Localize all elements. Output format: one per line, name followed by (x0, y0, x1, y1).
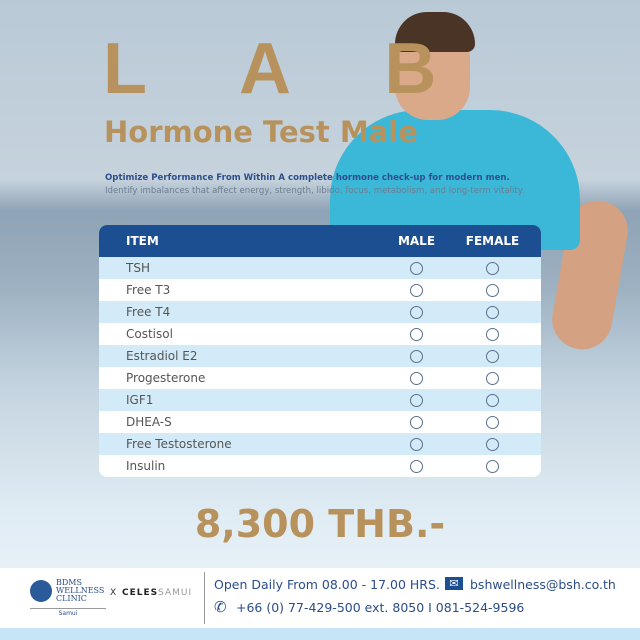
phone-icon: ✆ (214, 598, 227, 616)
female-circle-cell (444, 459, 541, 473)
table-row: Free Testosterone (99, 433, 541, 455)
footer (0, 568, 640, 628)
table-row: TSH (99, 257, 541, 279)
row-item: Costisol (126, 327, 173, 341)
female-circle-icon (486, 416, 499, 429)
male-circle-icon (410, 416, 423, 429)
male-circle-cell (389, 349, 444, 363)
female-circle-icon (486, 460, 499, 473)
table-row: Free T4 (99, 301, 541, 323)
price: 8,300 THB.- (194, 502, 446, 546)
male-circle-cell (389, 459, 444, 473)
samui-logo-text: Samui (30, 608, 106, 617)
table-row: Costisol (99, 323, 541, 345)
male-circle-icon (410, 262, 423, 275)
table-row: DHEA-S (99, 411, 541, 433)
row-item: DHEA-S (126, 415, 172, 429)
male-circle-icon (410, 328, 423, 341)
male-circle-icon (410, 284, 423, 297)
celes-light: SAMUI (158, 588, 193, 598)
header-female: FEMALE (465, 234, 520, 248)
row-item: Progesterone (126, 371, 206, 385)
female-circle-cell (444, 327, 541, 341)
male-circle-icon (410, 460, 423, 473)
table-row: Estradiol E2 (99, 345, 541, 367)
male-circle-cell (389, 393, 444, 407)
male-circle-cell (389, 283, 444, 297)
description: Identify imbalances that affect energy, … (105, 186, 525, 196)
row-item: TSH (126, 261, 150, 275)
row-item: IGF1 (126, 393, 154, 407)
celes-samui-logo: CELESSAMUI (122, 588, 192, 598)
female-circle-icon (486, 438, 499, 451)
mail-icon: ✉ (445, 577, 463, 590)
male-circle-icon (410, 306, 423, 319)
female-circle-cell (444, 371, 541, 385)
female-circle-icon (486, 306, 499, 319)
female-circle-cell (444, 261, 541, 275)
male-circle-cell (389, 305, 444, 319)
female-circle-cell (444, 305, 541, 319)
row-item: Estradiol E2 (126, 349, 198, 363)
female-circle-cell (444, 415, 541, 429)
female-circle-icon (486, 394, 499, 407)
female-circle-icon (486, 284, 499, 297)
male-circle-cell (389, 371, 444, 385)
male-circle-cell (389, 261, 444, 275)
female-circle-icon (486, 372, 499, 385)
female-circle-icon (486, 350, 499, 363)
footer-strip (0, 628, 640, 640)
female-circle-cell (444, 283, 541, 297)
divider (204, 572, 205, 624)
table-row: Progesterone (99, 367, 541, 389)
tagline: Optimize Performance From Within A compl… (105, 173, 510, 183)
table-row: Insulin (99, 455, 541, 477)
collab-x: X (110, 588, 117, 598)
female-circle-cell (444, 393, 541, 407)
title: L A B (103, 29, 475, 109)
email-link[interactable]: bshwellness@bsh.co.th (470, 577, 616, 592)
opening-hours: Open Daily From 08.00 - 17.00 HRS. (214, 577, 440, 592)
table-header: ITEM MALE FEMALE (99, 225, 541, 257)
row-item: Free T4 (126, 305, 171, 319)
tree-logo-icon (30, 580, 52, 602)
male-circle-cell (389, 327, 444, 341)
female-circle-cell (444, 349, 541, 363)
row-item: Free T3 (126, 283, 171, 297)
table-row: IGF1 (99, 389, 541, 411)
male-circle-icon (410, 438, 423, 451)
row-item: Insulin (126, 459, 166, 473)
female-circle-icon (486, 262, 499, 275)
test-table: ITEM MALE FEMALE TSH Free T3 Free T4 Cos… (99, 225, 541, 477)
table-row: Free T3 (99, 279, 541, 301)
female-circle-cell (444, 437, 541, 451)
female-circle-icon (486, 328, 499, 341)
man-photo-hair (395, 12, 475, 52)
subtitle: Hormone Test Male (104, 115, 418, 149)
male-circle-icon (410, 394, 423, 407)
male-circle-cell (389, 415, 444, 429)
bdms-logo-text: BDMS WELLNESS CLINIC (56, 578, 105, 603)
phone-numbers[interactable]: +66 (0) 77-429-500 ext. 8050 I 081-524-9… (236, 600, 525, 615)
header-item: ITEM (126, 234, 159, 248)
male-circle-icon (410, 372, 423, 385)
table-body: TSH Free T3 Free T4 Costisol Estradiol E… (99, 257, 541, 477)
male-circle-cell (389, 437, 444, 451)
header-male: MALE (397, 234, 436, 248)
male-circle-icon (410, 350, 423, 363)
row-item: Free Testosterone (126, 437, 232, 451)
celes-bold: CELES (122, 588, 159, 598)
